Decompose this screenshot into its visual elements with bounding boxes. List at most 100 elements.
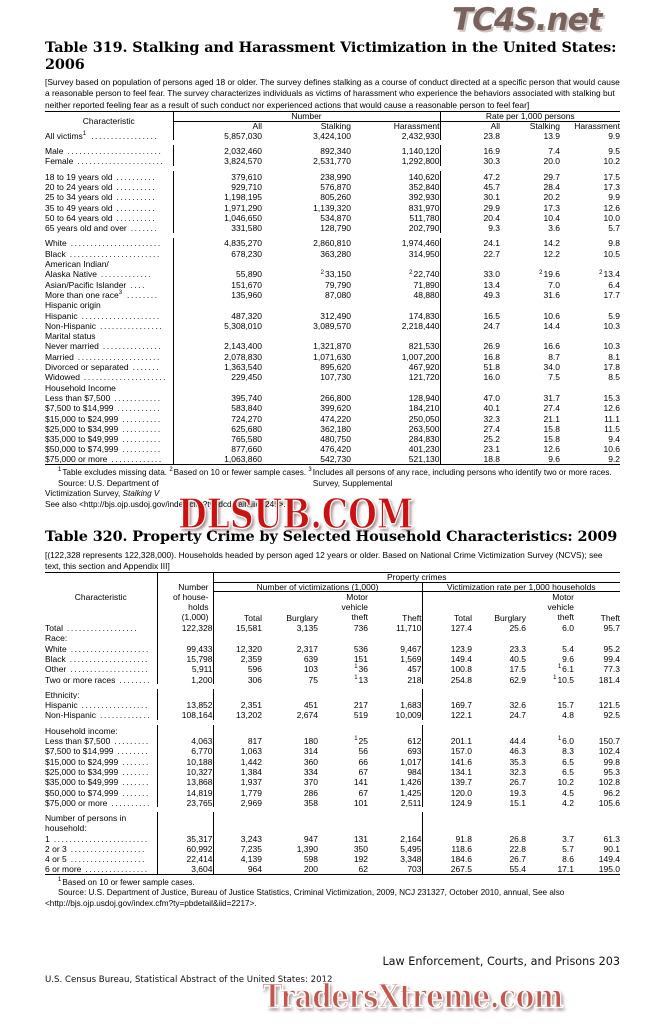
data-cell: 947 [303, 833, 318, 844]
data-cell: 12.6 [603, 403, 621, 414]
table-320-footnotes: 1Based on 10 or fewer sample cases. Sour… [45, 877, 620, 910]
th320-vict-burglary: Burglary [286, 612, 318, 623]
page-footer-section: Law Enforcement, Courts, and Prisons 203 [382, 955, 620, 968]
table-row: Ethnicity: [45, 689, 620, 700]
leader-dots: ........ [115, 674, 152, 685]
leader-dots: ................ [81, 864, 149, 875]
data-cell: 24.7 [509, 710, 526, 721]
data-cell: 17.5 [603, 171, 621, 182]
data-cell [574, 633, 620, 643]
row-label: Non-Hispanic ................ [45, 320, 173, 331]
data-cell: 26.8 [509, 833, 526, 844]
table-320-header-row-3: Total Burglary Motor vehicle theft Theft… [45, 591, 620, 623]
data-cell: 1,426 [400, 777, 422, 788]
row-label: 18 to 19 years old .......... [45, 171, 173, 181]
th320-vict-total: Total [212, 591, 262, 623]
leader-dots: ........... [113, 403, 162, 413]
row-label: 4 or 5 ................... [45, 853, 157, 864]
table-row: Widowed ..................... 229,450 107,… [45, 371, 620, 382]
data-cell: 2,218,440 [401, 320, 440, 331]
leader-dots: .......... [107, 797, 151, 808]
data-cell: 151 [353, 653, 368, 664]
data-cell: 2,511 [400, 797, 422, 808]
data-cell: 124.9 [421, 797, 472, 808]
data-cell: 2,317 [296, 643, 318, 654]
row-label: Asian/Pacific Islander .... [45, 279, 173, 289]
th320-households-l3: holds [188, 602, 209, 613]
data-cell: 314 [303, 746, 318, 757]
leader-dots: ................ [96, 320, 164, 331]
data-cell: 79,790 [325, 279, 351, 290]
data-cell: 625,680 [172, 423, 262, 434]
data-cell: 16.1 [526, 663, 574, 673]
th-rate-group: Rate per 1,000 persons [439, 111, 621, 122]
page-content: Table 319. Stalking and Harassment Victi… [45, 0, 621, 910]
row-label-text: $50,000 to $74,999 [45, 787, 119, 797]
row-label-text: $15,000 to $24,999 [45, 756, 119, 767]
th320-blank-households [156, 572, 213, 583]
table-row: Non-Hispanic ............. 108,164 13,202 2… [45, 709, 620, 721]
data-cell: 363,280 [320, 248, 351, 259]
leader-dots: .................... [77, 310, 161, 321]
data-cell: 596 [212, 663, 262, 674]
row-label-text: White [45, 643, 67, 654]
row-label-text: Less than $7,500 [45, 736, 111, 746]
data-cell: 16.0 [526, 735, 574, 745]
row-label-text: White [45, 238, 67, 248]
table-row: Two or more races ........ 1,200 306 75 113 2… [45, 673, 620, 685]
data-cell: 18.8 [439, 453, 501, 465]
row-label-text: household: [45, 823, 87, 833]
th320-households: Number of house- holds (1,000) [156, 582, 213, 623]
data-cell: 125 [318, 735, 368, 745]
row-label: $7,500 to $14,999 ........ [45, 746, 157, 756]
row-label: 25 to 34 years old .......... [45, 192, 173, 202]
data-cell: 135,960 [172, 289, 262, 300]
th-number-all: All [172, 121, 262, 131]
row-label: Household Income [45, 382, 173, 392]
data-cell: 3,089,570 [313, 320, 351, 331]
data-cell: 392,930 [408, 192, 440, 203]
row-label: Married ..................... [45, 351, 173, 362]
data-cell: 314,950 [408, 248, 440, 259]
data-cell: 817 [212, 735, 262, 746]
cell-value: 13.4 [603, 269, 621, 280]
data-cell [368, 812, 422, 822]
data-cell: 49.3 [439, 289, 501, 300]
leader-dots: .......... [118, 413, 162, 424]
data-cell: 122,328 [156, 622, 213, 633]
row-label: $50,000 to $74,999 .......... [45, 444, 173, 454]
leader-dots: ....... [118, 787, 150, 797]
data-cell: 1,779 [212, 786, 262, 797]
data-cell: 8.1 [608, 351, 621, 362]
table-320-headnote: [(122,328 represents 122,328,000). House… [45, 549, 603, 571]
row-label: $75,000 or more ............. [45, 453, 173, 465]
th320-households-l1: Number [178, 582, 209, 593]
leader-dots: ............... [98, 341, 163, 351]
data-cell: 487,320 [172, 309, 262, 321]
data-cell: 219.6 [500, 269, 560, 279]
data-cell: 174,830 [408, 310, 440, 321]
data-cell: 9.9 [608, 130, 621, 141]
data-cell: 13.4 [439, 278, 501, 290]
data-cell: 14.2 [543, 238, 561, 249]
table-row: $35,000 to $49,999 ....... 13,868 1,937 370… [45, 776, 620, 788]
data-cell: 31.7 [543, 392, 561, 403]
data-cell: 101 [353, 797, 368, 808]
data-cell: 30.1 [439, 191, 501, 202]
data-cell: 9.6 [562, 653, 574, 664]
data-cell: 765,580 [172, 433, 262, 444]
data-cell [472, 689, 526, 699]
row-label: Female ...................... [45, 156, 173, 166]
data-cell: 1,971,290 [172, 201, 262, 213]
data-cell: 9,467 [400, 643, 422, 654]
th320-characteristic: Characteristic [45, 572, 157, 623]
table-row: 6 or more ................ 3,604 964 200 62 7… [45, 863, 621, 875]
data-cell: 703 [368, 863, 422, 875]
cell-footnote-marker: 1 [553, 674, 557, 681]
data-cell: 20.0 [543, 156, 561, 167]
data-cell [172, 299, 262, 310]
data-cell [500, 330, 560, 340]
th320-rate-motor-l1: Motor [552, 592, 574, 603]
leader-dots: ....................... [65, 248, 161, 259]
data-cell: 67 [358, 787, 368, 798]
